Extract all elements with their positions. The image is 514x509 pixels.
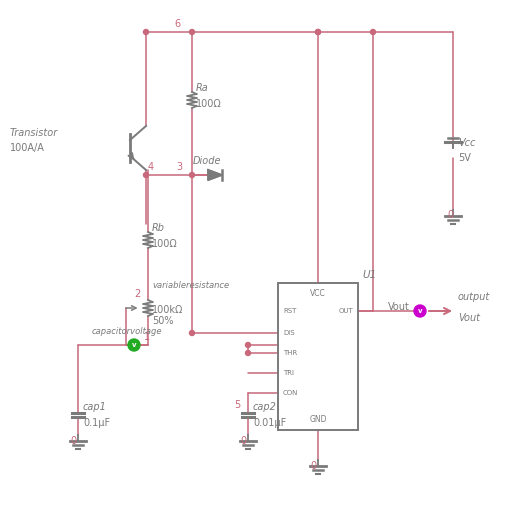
Circle shape — [371, 30, 376, 35]
Circle shape — [190, 330, 194, 335]
Text: THR: THR — [283, 350, 297, 356]
Text: CON: CON — [283, 390, 298, 396]
Text: 100Ω: 100Ω — [196, 99, 222, 109]
Text: 0: 0 — [240, 436, 246, 446]
Text: capacitorvoltage: capacitorvoltage — [92, 326, 162, 335]
Polygon shape — [208, 169, 222, 180]
Text: 1: 1 — [144, 332, 150, 342]
Text: 0: 0 — [310, 461, 316, 471]
Text: Transistor: Transistor — [10, 128, 58, 138]
Text: v: v — [132, 342, 136, 348]
Text: RST: RST — [283, 308, 297, 314]
Text: 0.01μF: 0.01μF — [253, 418, 286, 428]
Text: 5: 5 — [234, 400, 240, 410]
Text: 100Ω: 100Ω — [152, 239, 178, 249]
Circle shape — [246, 351, 250, 355]
Text: 0.1μF: 0.1μF — [83, 418, 110, 428]
Circle shape — [316, 30, 321, 35]
Text: 0: 0 — [447, 210, 453, 220]
Text: cap1: cap1 — [83, 402, 107, 412]
Text: 2: 2 — [134, 289, 140, 299]
Text: Diode: Diode — [193, 156, 222, 166]
Text: 3: 3 — [176, 162, 182, 172]
Circle shape — [190, 173, 194, 178]
Text: Vcc: Vcc — [458, 138, 475, 148]
Circle shape — [128, 339, 140, 351]
Text: DIS: DIS — [283, 330, 295, 336]
Circle shape — [143, 173, 149, 178]
Text: U1: U1 — [362, 270, 376, 280]
Text: 6: 6 — [174, 19, 180, 29]
Circle shape — [143, 30, 149, 35]
Text: OUT: OUT — [338, 308, 353, 314]
Circle shape — [414, 305, 426, 317]
Text: 4: 4 — [148, 162, 154, 172]
Circle shape — [316, 30, 321, 35]
Text: Vout: Vout — [388, 302, 410, 312]
Bar — [278, 283, 358, 430]
Text: 5V: 5V — [458, 153, 471, 163]
Text: Ra: Ra — [196, 83, 209, 93]
Text: 100kΩ: 100kΩ — [152, 305, 183, 315]
Text: VCC: VCC — [310, 289, 326, 297]
Text: cap2: cap2 — [253, 402, 277, 412]
Text: 100A/A: 100A/A — [10, 143, 45, 153]
Text: TRI: TRI — [283, 370, 294, 376]
Text: GND: GND — [309, 415, 327, 425]
Text: 50%: 50% — [152, 316, 174, 326]
Text: output: output — [458, 292, 490, 302]
Circle shape — [190, 30, 194, 35]
Text: Vout: Vout — [458, 313, 480, 323]
Circle shape — [246, 343, 250, 348]
Text: 0: 0 — [70, 436, 76, 446]
Text: v: v — [418, 308, 423, 314]
Text: variableresistance: variableresistance — [152, 281, 229, 291]
Text: Rb: Rb — [152, 223, 165, 233]
